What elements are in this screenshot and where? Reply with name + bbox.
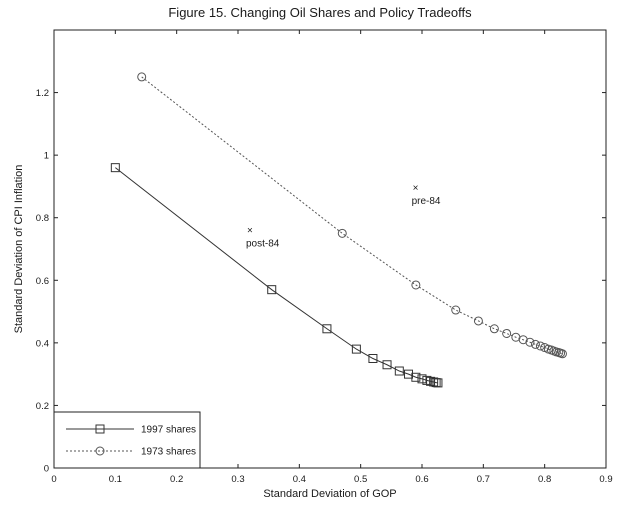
data-point <box>426 376 436 386</box>
series-2 <box>137 72 567 359</box>
legend-marker <box>95 424 105 434</box>
series-line <box>115 167 439 384</box>
legend-box <box>53 411 201 469</box>
legend-label: 1973 shares <box>141 447 196 458</box>
data-point <box>322 324 332 334</box>
y-tick-label: 1 <box>44 151 49 162</box>
legend-label: 1997 shares <box>141 425 196 436</box>
annotation-layer: × pre-84 × post-84 <box>246 183 441 249</box>
data-point <box>451 305 461 315</box>
x-tick-label: 0 <box>51 474 56 485</box>
data-point <box>267 285 277 295</box>
data-point <box>473 316 483 326</box>
x-tick-label: 0.2 <box>170 474 183 485</box>
y-tick-label: 0.4 <box>36 338 49 349</box>
data-point <box>382 360 392 370</box>
data-point <box>489 324 499 334</box>
x-tick-label: 0.6 <box>415 474 428 485</box>
series-1 <box>110 163 443 388</box>
data-point <box>404 369 414 379</box>
axis-ticks: 0 0.1 0.2 0.3 0.4 0.5 0.6 0.7 0.8 0.9 0 0.2 0.4 0.6 0.… <box>36 30 613 485</box>
legend-marker <box>95 446 105 456</box>
data-point <box>525 337 535 347</box>
data-point <box>351 344 361 354</box>
data-point <box>411 372 421 382</box>
y-tick-label: 1.2 <box>36 88 49 99</box>
data-point <box>535 341 545 351</box>
data-point <box>394 366 404 376</box>
data-point <box>530 339 540 349</box>
data-point <box>417 374 427 384</box>
x-tick-label: 0.9 <box>599 474 612 485</box>
data-point <box>433 378 443 388</box>
chart-title: Figure 15. Changing Oil Shares and Polic… <box>168 5 472 20</box>
x-axis-label: Standard Deviation of GOP <box>263 488 396 500</box>
y-tick-label: 0 <box>44 464 49 475</box>
data-point <box>411 280 421 290</box>
annotation-label: pre-84 <box>412 196 441 207</box>
data-point <box>368 354 378 363</box>
y-tick-label: 0.6 <box>36 276 49 287</box>
x-tick-label: 0.1 <box>109 474 122 485</box>
y-axis-label: Standard Deviation of CPI Inflation <box>13 165 25 334</box>
x-tick-label: 0.4 <box>293 474 306 485</box>
legend-item: 1997 shares <box>66 424 196 436</box>
annotation-marker: × <box>413 183 419 194</box>
legend: 1997 shares 1973 shares <box>53 411 201 469</box>
y-tick-label: 0.8 <box>36 213 49 224</box>
data-point <box>110 163 120 173</box>
annotation-marker: × <box>247 225 253 236</box>
data-point <box>137 72 147 82</box>
x-tick-label: 0.8 <box>538 474 551 485</box>
x-tick-label: 0.7 <box>477 474 490 485</box>
plot-frame <box>53 29 607 469</box>
data-point <box>557 349 567 359</box>
data-point <box>502 328 512 338</box>
data-point <box>337 228 347 238</box>
series-layer <box>110 72 567 388</box>
x-tick-label: 0.5 <box>354 474 367 485</box>
y-tick-label: 0.2 <box>36 401 49 412</box>
legend-item: 1973 shares <box>66 446 196 458</box>
annotation-label: post-84 <box>246 238 280 249</box>
x-tick-label: 0.3 <box>231 474 244 485</box>
